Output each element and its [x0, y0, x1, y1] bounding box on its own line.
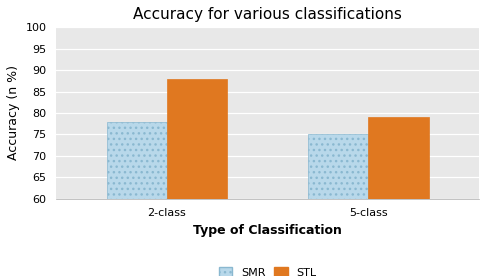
Bar	[368, 117, 429, 199]
Bar	[308, 134, 368, 199]
Y-axis label: Accuracy (n %): Accuracy (n %)	[7, 65, 20, 161]
Bar	[106, 121, 167, 199]
X-axis label: Type of Classification: Type of Classification	[193, 224, 342, 237]
Legend: SMR, STL: SMR, STL	[214, 263, 321, 276]
Bar	[167, 79, 227, 199]
Title: Accuracy for various classifications: Accuracy for various classifications	[133, 7, 402, 22]
